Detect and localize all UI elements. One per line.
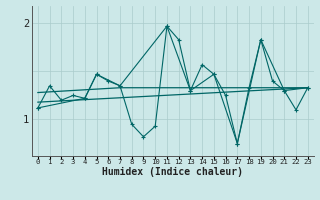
X-axis label: Humidex (Indice chaleur): Humidex (Indice chaleur) xyxy=(102,167,243,177)
